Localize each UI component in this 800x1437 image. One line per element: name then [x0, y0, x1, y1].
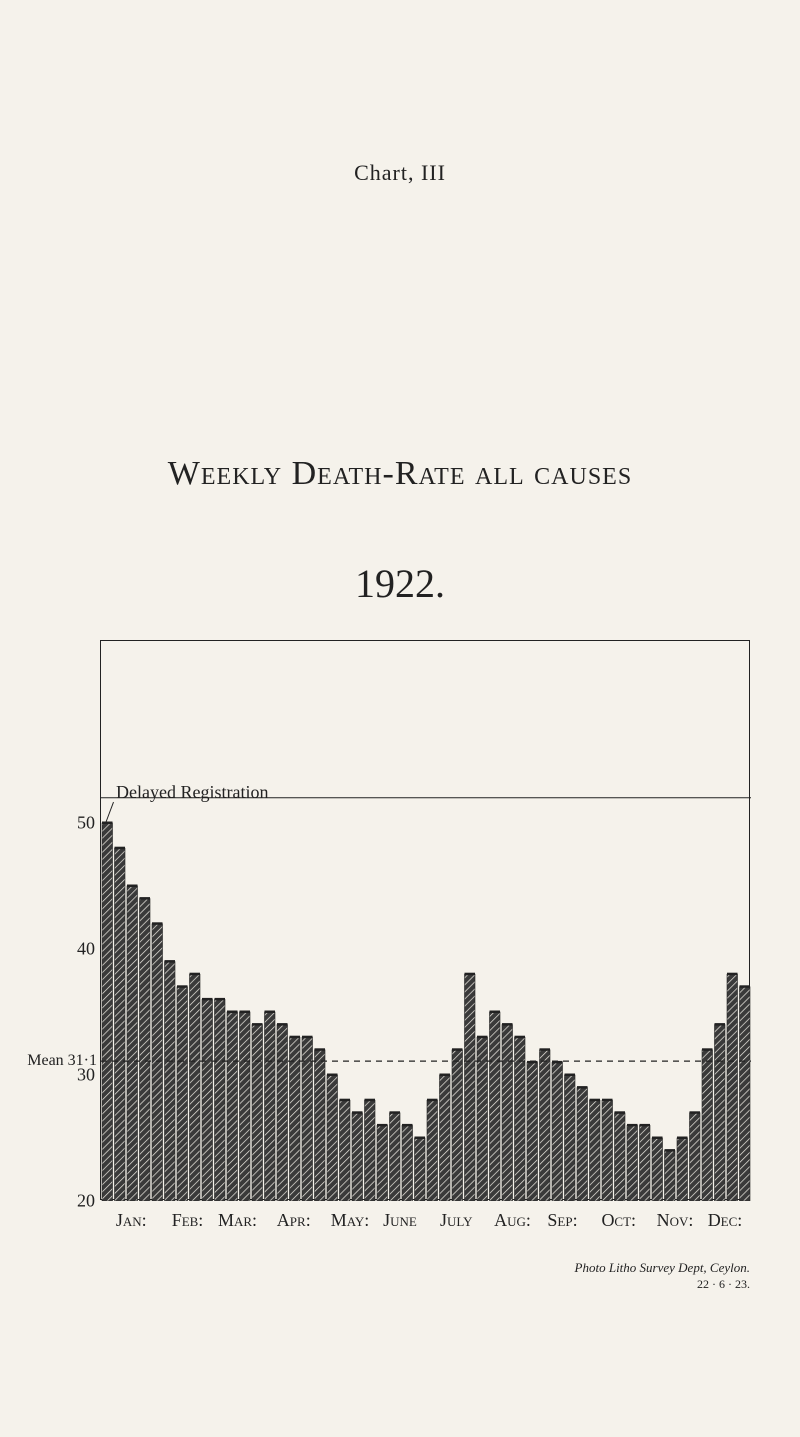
bar — [640, 1125, 651, 1201]
bar — [490, 1012, 501, 1201]
bar — [190, 974, 201, 1201]
bar — [327, 1075, 338, 1201]
bar — [502, 1025, 513, 1201]
y-tick-label: 20 — [77, 1191, 101, 1212]
bar — [427, 1100, 438, 1201]
month-label: Apr: — [277, 1210, 311, 1231]
bar — [165, 962, 176, 1201]
bar — [240, 1012, 251, 1201]
bar — [702, 1050, 713, 1201]
bar — [390, 1113, 401, 1201]
y-tick-label: 40 — [77, 939, 101, 960]
bar — [127, 886, 138, 1201]
bar — [102, 823, 113, 1201]
bar — [452, 1050, 463, 1201]
bar-chart — [101, 641, 751, 1201]
bar — [515, 1037, 526, 1201]
bar — [252, 1025, 263, 1201]
bar — [740, 987, 751, 1201]
month-label: Mar: — [218, 1210, 257, 1231]
month-label: July — [440, 1210, 472, 1231]
bar — [265, 1012, 276, 1201]
month-label: May: — [331, 1210, 370, 1231]
bar — [477, 1037, 488, 1201]
bar — [215, 999, 226, 1201]
credit-source: Photo Litho Survey Dept, Ceylon. — [575, 1260, 750, 1277]
bar — [590, 1100, 601, 1201]
credit-line: Photo Litho Survey Dept, Ceylon. 22 · 6 … — [575, 1260, 750, 1292]
month-label: Jan: — [116, 1210, 147, 1231]
bar — [690, 1113, 701, 1201]
bar — [465, 974, 476, 1201]
bar — [715, 1025, 726, 1201]
month-label: Sep: — [547, 1210, 577, 1231]
year-title: 1922. — [0, 560, 800, 607]
bar — [527, 1062, 538, 1201]
bar — [577, 1088, 588, 1201]
main-title: Weekly Death-Rate all causes — [0, 455, 800, 493]
bar — [365, 1100, 376, 1201]
bar — [352, 1113, 363, 1201]
month-label: Nov: — [657, 1210, 694, 1231]
month-label: Dec: — [708, 1210, 743, 1231]
month-label: June — [383, 1210, 417, 1231]
chart-frame: 20304050 Mean 31·1 Delayed Registration — [100, 640, 750, 1200]
bar — [627, 1125, 638, 1201]
bar — [602, 1100, 613, 1201]
bar — [402, 1125, 413, 1201]
bar — [152, 924, 163, 1201]
credit-date: 22 · 6 · 23. — [575, 1277, 750, 1293]
bar — [677, 1138, 688, 1201]
bar — [440, 1075, 451, 1201]
month-label: Aug: — [494, 1210, 531, 1231]
bar — [415, 1138, 426, 1201]
bar — [615, 1113, 626, 1201]
bar — [202, 999, 213, 1201]
bar — [227, 1012, 238, 1201]
bar — [290, 1037, 301, 1201]
bar — [565, 1075, 576, 1201]
bar — [377, 1125, 388, 1201]
bar — [177, 987, 188, 1201]
bar — [140, 899, 151, 1201]
y-tick-label: 50 — [77, 813, 101, 834]
page: Chart, III Weekly Death-Rate all causes … — [0, 0, 800, 1437]
delayed-registration-annotation: Delayed Registration — [116, 782, 268, 803]
x-axis-months: Jan: Feb: Mar: Apr: May: June July Aug: Sep: Oct:… — [100, 1210, 750, 1240]
bar — [115, 848, 126, 1201]
month-label: Feb: — [172, 1210, 204, 1231]
bar — [665, 1151, 676, 1201]
chart-number-label: Chart, III — [0, 160, 800, 186]
bar — [315, 1050, 326, 1201]
bar — [302, 1037, 313, 1201]
month-label: Oct: — [601, 1210, 636, 1231]
bar — [652, 1138, 663, 1201]
bar — [552, 1062, 563, 1201]
annotation-pointer — [106, 802, 114, 822]
mean-label: Mean 31·1 — [27, 1052, 101, 1070]
bar — [277, 1025, 288, 1201]
bar — [540, 1050, 551, 1201]
bar — [340, 1100, 351, 1201]
bar — [727, 974, 738, 1201]
